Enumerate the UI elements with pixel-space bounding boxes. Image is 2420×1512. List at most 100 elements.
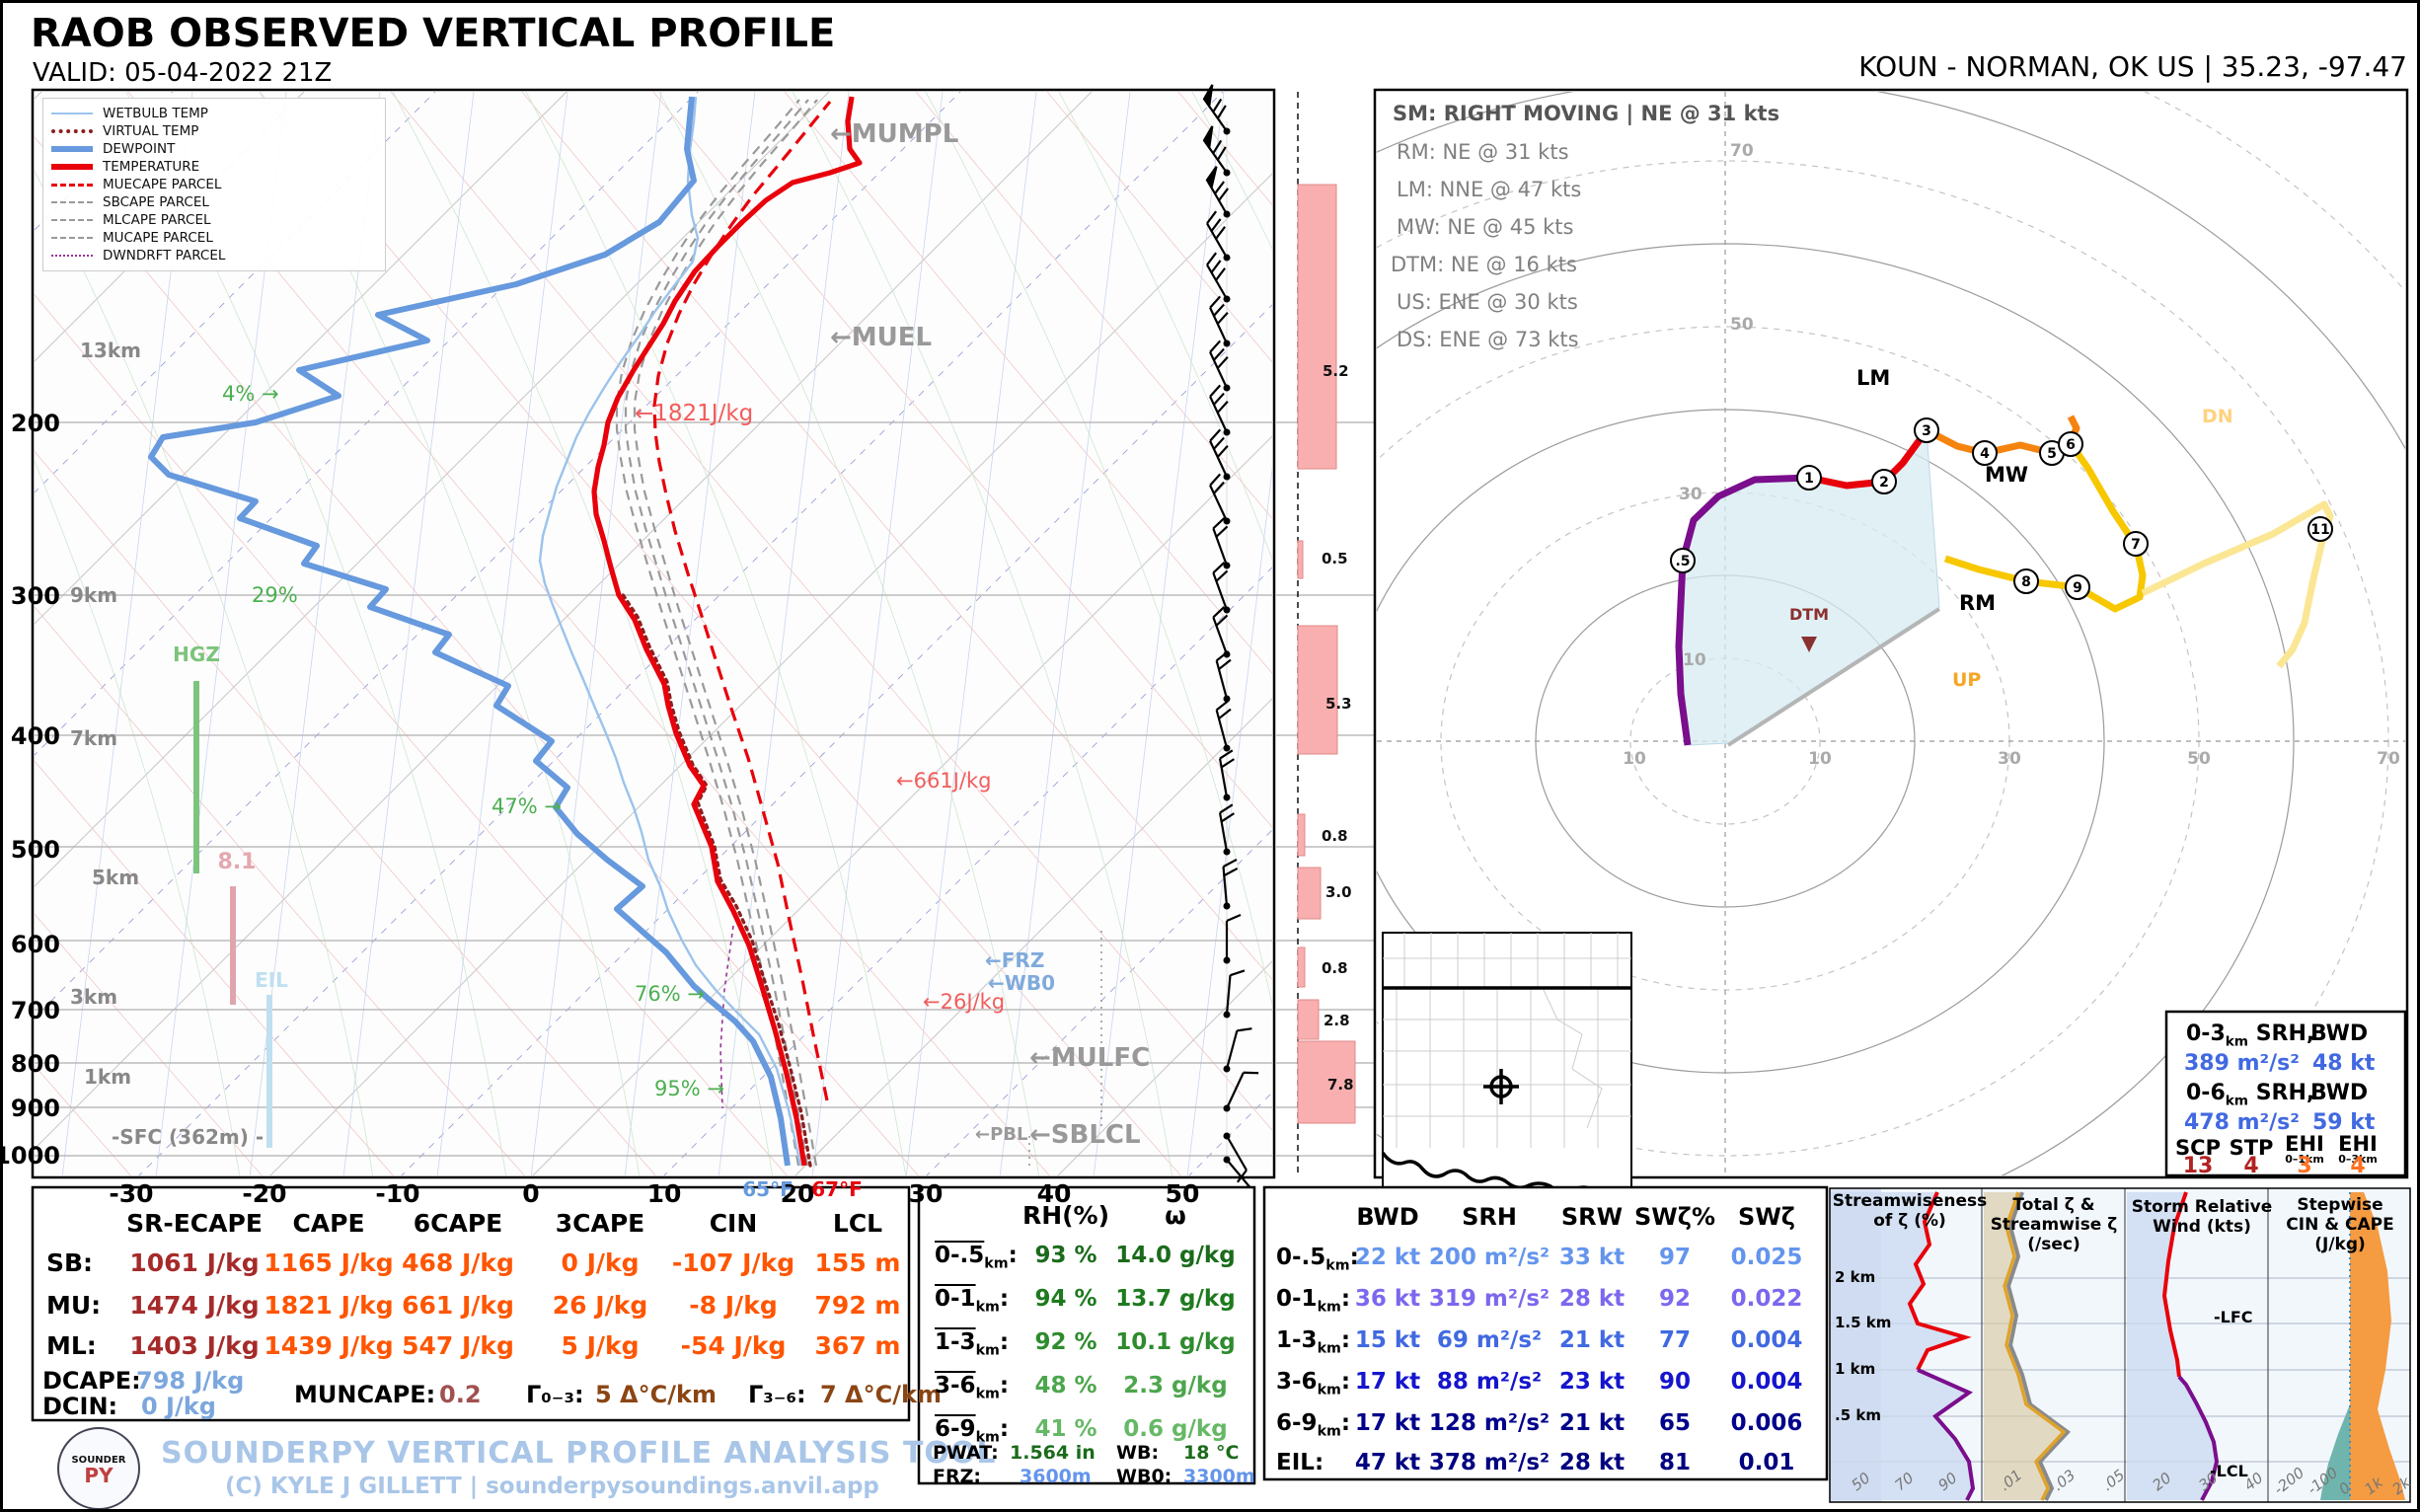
kin-row-5-value-0: 47 kt <box>1354 1450 1421 1475</box>
svg-text:7.8: 7.8 <box>1327 1076 1354 1094</box>
mw-motion: MW: NE @ 45 kts <box>1397 215 1574 239</box>
legend-label: MUECAPE PARCEL <box>103 177 222 192</box>
muecape-parcel-line <box>652 100 832 1101</box>
valid-time: VALID: 05-04-2022 21Z <box>33 58 333 88</box>
dtm-label: DTM <box>1788 605 1830 624</box>
kin-row-3-value-1: 88 m²/s² <box>1436 1369 1543 1395</box>
pbl-label: ←PBL <box>975 1124 1028 1145</box>
pressure-tick-500: 500 <box>10 836 60 864</box>
p2-title-3: (/sec) <box>2027 1235 2080 1254</box>
temp-tick--20: -20 <box>242 1179 287 1208</box>
svg-text:0.8: 0.8 <box>1322 959 1348 977</box>
kin-row-2-label: 1-3km: <box>1276 1327 1351 1357</box>
legend-label: MUCAPE PARCEL <box>103 230 213 246</box>
p3-lcl-label: -LCL <box>2210 1462 2248 1480</box>
wb0-value: 3300m <box>1183 1466 1255 1487</box>
dewpoint-legend-swatch <box>51 146 93 152</box>
p1-ylabel-1km: 1 km <box>1835 1360 1876 1378</box>
svg-text:4: 4 <box>1980 446 1990 462</box>
temp-tick--10: -10 <box>375 1179 420 1208</box>
kin-row-2-value-2: 21 kt <box>1558 1327 1626 1353</box>
sb-3cape: 0 J/kg <box>561 1248 640 1277</box>
kin-row-3-value-0: 17 kt <box>1354 1369 1421 1395</box>
temperature-line <box>591 96 863 1167</box>
omega-0-value: 14.0 g/kg <box>1115 1243 1236 1268</box>
lapse-3-6-value: 7 Δ°C/km <box>820 1381 942 1408</box>
svg-text:11: 11 <box>2310 522 2329 538</box>
rh-3-value: 48 % <box>1034 1373 1097 1399</box>
height-7km: 7km <box>70 726 118 750</box>
rh-label-76pct: 76% → <box>635 982 705 1006</box>
ml-cin: -54 J/kg <box>680 1331 787 1360</box>
scp-header: SCP <box>2175 1136 2221 1160</box>
rh-4-value: 41 % <box>1034 1416 1097 1442</box>
rm-label: RM <box>1959 591 1997 615</box>
mucape-parcel-line <box>615 99 800 1167</box>
svg-text:3: 3 <box>1922 423 1931 439</box>
ehi3-value: 4 <box>2350 1154 2366 1178</box>
svg-text:5: 5 <box>2047 446 2057 462</box>
rh-row-0-label: 0-.5km: <box>935 1243 1018 1272</box>
thermo-header-srecape: SR-ECAPE <box>126 1209 263 1238</box>
sm-title: SM: RIGHT MOVING | NE @ 31 kts <box>1393 102 1780 125</box>
skewt-background-grid <box>35 92 1272 1175</box>
kin-row-4-value-3: 65 <box>1658 1410 1692 1436</box>
virtualtemp-legend-swatch <box>51 129 93 133</box>
stp-value: 4 <box>2243 1154 2259 1178</box>
kin-row-1-value-0: 36 kt <box>1354 1286 1421 1312</box>
height-13km: 13km <box>80 339 141 362</box>
temp-tick-10: 10 <box>646 1179 682 1208</box>
dewpoint-line <box>148 96 791 1167</box>
lm-motion: LM: NNE @ 47 kts <box>1397 178 1582 201</box>
storm-motion-vector-line <box>1726 607 1941 747</box>
svg-text:6: 6 <box>2066 437 2076 453</box>
surface-height-label: -SFC (362m) - <box>112 1125 265 1149</box>
mucape-value-label: ←1821J/kg <box>635 401 754 426</box>
muel-label: ←MUEL <box>830 323 933 352</box>
scp-value: 13 <box>2182 1154 2214 1178</box>
mu-cin: -8 J/kg <box>689 1291 778 1320</box>
rh-row-2-label: 1-3km: <box>935 1329 1010 1359</box>
stepwise-cin-area <box>2320 1404 2350 1500</box>
sb-cape: 1165 J/kg <box>264 1248 394 1277</box>
station-label: KOUN - NORMAN, OK US | 35.23, -97.47 <box>1858 50 2407 83</box>
pressure-tick-1000: 1000 <box>0 1142 60 1170</box>
kin-row-5-label: EIL: <box>1276 1450 1324 1475</box>
cape6-value-label: ←661J/kg <box>896 769 992 793</box>
temp-tick-30: 30 <box>908 1179 944 1208</box>
ml-srecape: 1403 J/kg <box>129 1331 260 1360</box>
legend-label: TEMPERATURE <box>103 159 200 175</box>
srh-range: 0-3 <box>2186 1021 2226 1046</box>
ml-3cape: 5 J/kg <box>561 1331 640 1360</box>
legend-label: DEWPOINT <box>103 141 176 157</box>
wb-label: WB: <box>1116 1442 1160 1464</box>
mu-6cape: 661 J/kg <box>402 1291 514 1320</box>
lapse-bar-column: 5.2 0.5 5.3 0.8 3.0 0.8 2.8 7.8 <box>1276 92 1374 1175</box>
kin-row-3-value-3: 90 <box>1658 1369 1692 1395</box>
u-axis-label-50: 50 <box>2187 749 2211 769</box>
wb0-label: ←WB0 <box>988 971 1055 995</box>
wetbulb-legend-swatch <box>51 113 93 114</box>
legend-label: SBCAPE PARCEL <box>103 194 209 210</box>
ml-6cape: 547 J/kg <box>402 1331 514 1360</box>
rh-label-47pct: 47% → <box>492 794 562 818</box>
svg-text:2: 2 <box>1879 475 1889 491</box>
omega-header: ω <box>1165 1201 1186 1230</box>
thermo-header-cin: CIN <box>709 1209 758 1238</box>
omega-3-value: 2.3 g/kg <box>1123 1373 1228 1399</box>
temp-tick-50: 50 <box>1165 1179 1200 1208</box>
kin-header-swz: SWζ <box>1738 1203 1795 1231</box>
rh-row-4-label: 6-9km: <box>935 1416 1010 1446</box>
svg-text:2.8: 2.8 <box>1323 1012 1350 1029</box>
art-canvas: 5.2 0.5 5.3 0.8 3.0 0.8 2.8 7.8 <box>31 83 2415 1503</box>
cape3-value-label: ←26J/kg <box>923 990 1006 1014</box>
muecape-legend-swatch <box>51 183 93 187</box>
p4-title-2: CIN & CAPE <box>2286 1215 2394 1235</box>
kin-row-2-value-1: 69 m²/s² <box>1436 1327 1543 1353</box>
kin-row-0-value-1: 200 m²/s² <box>1428 1245 1550 1270</box>
stp-header: STP <box>2229 1136 2274 1160</box>
omega-4-value: 0.6 g/kg <box>1123 1416 1228 1442</box>
frz-label: ←FRZ <box>985 948 1045 972</box>
temp-tick-40: 40 <box>1036 1179 1072 1208</box>
footer-line2: (C) KYLE J GILLETT | sounderpysoundings.… <box>225 1474 879 1499</box>
